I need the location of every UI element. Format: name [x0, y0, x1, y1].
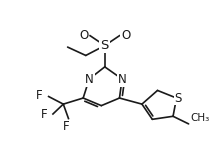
- Text: O: O: [121, 29, 130, 42]
- Text: N: N: [118, 73, 126, 85]
- Text: F: F: [63, 120, 70, 133]
- Text: F: F: [41, 107, 47, 121]
- Text: S: S: [175, 91, 182, 105]
- Text: CH₃: CH₃: [191, 113, 210, 123]
- Text: O: O: [79, 29, 89, 42]
- Text: N: N: [85, 73, 94, 85]
- Text: S: S: [101, 39, 109, 52]
- Text: F: F: [36, 89, 43, 102]
